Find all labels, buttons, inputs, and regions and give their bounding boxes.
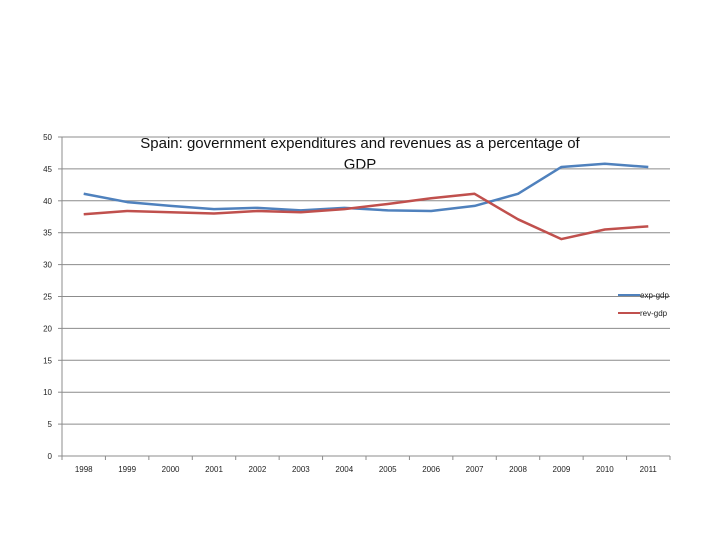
y-tick-label: 10 (43, 388, 52, 397)
x-tick-label: 1999 (118, 465, 136, 474)
x-tick-label: 2005 (379, 465, 397, 474)
chart-title-line-2: GDP (344, 156, 377, 173)
y-tick-label: 0 (48, 452, 53, 461)
series-line-exp-gdp (83, 162, 649, 213)
x-tick-label: 2002 (249, 465, 267, 474)
y-tick-label: 30 (43, 261, 52, 270)
chart-title-line-1: Spain: government expenditures and reven… (140, 135, 580, 152)
x-tick-label: 2004 (335, 465, 353, 474)
x-tick-label: 2000 (162, 465, 180, 474)
x-tick-label: 2007 (466, 465, 484, 474)
x-tick-label: 1998 (75, 465, 93, 474)
y-tick-label: 35 (43, 229, 52, 238)
y-tick-label: 20 (43, 324, 52, 333)
y-tick-label: 45 (43, 165, 52, 174)
y-tick-label: 40 (43, 197, 52, 206)
series-line-rev-gdp (83, 192, 649, 241)
x-tick-label: 2006 (422, 465, 440, 474)
x-tick-label: 2010 (596, 465, 614, 474)
x-tick-label: 2001 (205, 465, 223, 474)
y-tick-label: 15 (43, 356, 52, 365)
y-tick-label: 25 (43, 293, 52, 302)
legend-label-rev-gdp: rev-gdp (640, 309, 668, 318)
legend-label-exp-gdp: exp-gdp (640, 291, 669, 300)
x-tick-label: 2008 (509, 465, 527, 474)
x-tick-label: 2003 (292, 465, 310, 474)
y-tick-label: 50 (43, 133, 52, 142)
y-tick-label: 5 (48, 420, 53, 429)
x-tick-label: 2009 (553, 465, 571, 474)
x-tick-label: 2011 (640, 465, 658, 474)
